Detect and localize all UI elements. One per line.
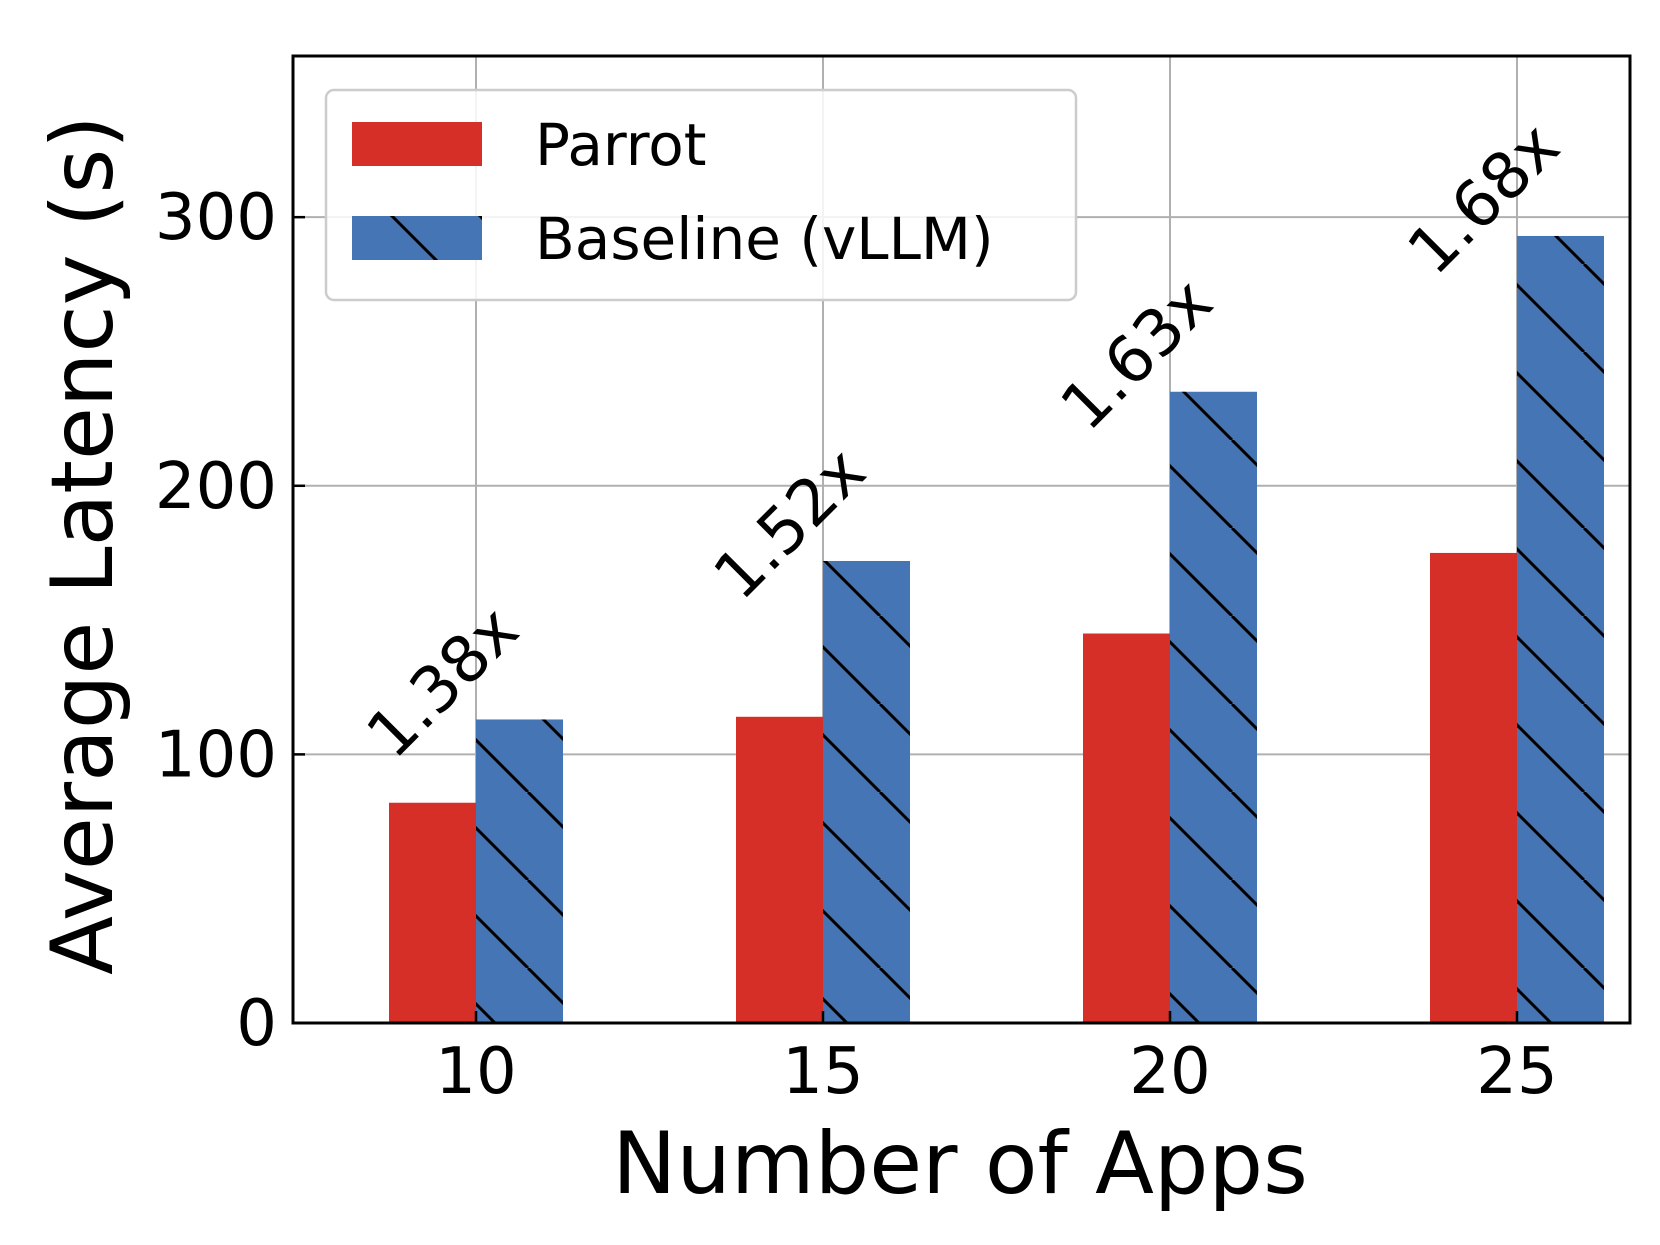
bar-parrot-20 <box>1083 633 1170 1023</box>
legend-swatch-parrot <box>352 122 482 166</box>
y-tick-label: 100 <box>155 718 277 792</box>
legend-label-parrot: Parrot <box>535 111 707 179</box>
legend: Parrot Baseline (vLLM) <box>324 88 1078 302</box>
bar-hatch-20 <box>1170 391 1257 1023</box>
x-tick-label: 10 <box>435 1035 516 1109</box>
legend-frame <box>324 88 1078 302</box>
x-tick-label: 25 <box>1476 1035 1557 1109</box>
y-tick-label: 300 <box>155 181 277 255</box>
bar-parrot-25 <box>1430 552 1517 1023</box>
bar-hatch-10 <box>476 719 563 1023</box>
legend-swatch-baseline-hatch <box>352 216 482 260</box>
y-axis-title: Average Latency (s) <box>33 115 133 975</box>
legend-label-baseline: Baseline (vLLM) <box>535 205 994 273</box>
bar-parrot-10 <box>389 802 476 1023</box>
bar-hatch-25 <box>1517 235 1604 1023</box>
plot-frame <box>291 54 1632 1025</box>
x-tick-label: 15 <box>782 1035 863 1109</box>
x-axis-title: Number of Apps <box>612 1114 1308 1214</box>
bar-hatch-15 <box>823 560 910 1023</box>
x-tick-label: 20 <box>1129 1035 1210 1109</box>
y-tick-label: 0 <box>236 987 277 1061</box>
y-tick-label: 200 <box>155 450 277 524</box>
bar-parrot-15 <box>736 716 823 1023</box>
